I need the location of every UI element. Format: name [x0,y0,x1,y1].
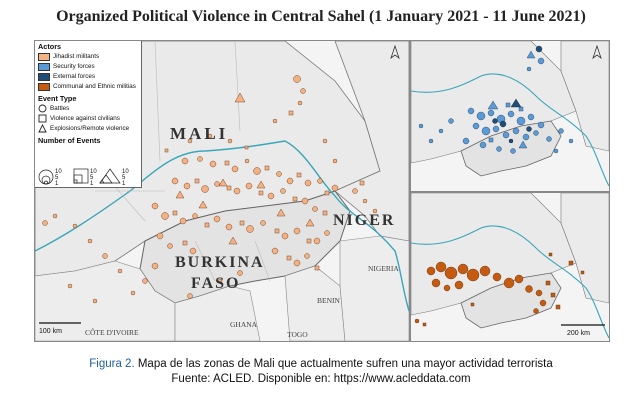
label-benin: BENIN [317,296,340,305]
legend-actor-militia: Communal and Ethnic militias [38,82,136,91]
figure-source: Fuente: ACLED. Disponible en: https://ww… [171,373,471,385]
size-label-triangle-1: 1 [122,181,126,185]
size-label-circle-10: 10 [55,169,62,175]
ghana-region [174,285,261,341]
label-faso: FASO [191,275,240,292]
scale-label-main: 100 km [39,328,62,335]
external-events [492,45,543,144]
security-events [418,50,574,154]
swatch-security [38,62,50,71]
label-niger: NIGER [333,212,395,229]
triangle-icon [38,124,47,133]
label-mali: MALI [170,124,228,143]
legend-actor-security: Security forces [38,62,95,71]
legend-actor-jihadist: Jihadist militants [38,52,99,61]
size-label-triangle-5: 5 [122,175,126,181]
nigeria-region [339,235,409,341]
size-label-square-1: 1 [90,181,94,185]
swatch-external [38,72,50,81]
legend-event-violence: Violence against civilians [38,114,120,123]
figure-caption: Figura 2. Mapa de las zonas de Mali que … [0,358,642,370]
legend-actor-label: Security forces [53,63,95,70]
legend-event-label: Violence against civilians [50,115,120,122]
label-cote: CÔTE D'IVOIRE [85,327,139,337]
niger-river [35,140,409,312]
inset-map-security[interactable] [410,40,610,192]
legend-actors-heading: Actors [38,42,62,51]
size-label-triangle-10: 10 [122,169,129,175]
size-label-square-10: 10 [90,169,97,175]
legend-event-label: Explosions/Remote violence [50,125,130,132]
size-legend: 10 5 1 10 5 1 10 5 1 [38,168,129,185]
legend-actor-external: External forces [38,72,95,81]
square-icon [38,114,47,123]
cote-region [35,260,176,341]
legend-event-explosions: Explosions/Remote violence [38,124,129,133]
label-ghana: GHANA [230,320,258,329]
jihadist-events [42,75,378,304]
label-togo: TOGO [287,330,308,339]
inset-security-canvas [411,41,609,191]
size-label-circle-1: 1 [55,181,59,185]
label-nigeria: NIGERIA [368,264,399,273]
map-title: Organized Political Violence in Central … [56,8,586,25]
label-burkina: BURKINA [175,254,265,271]
militia-events [414,252,585,327]
explosion-events [175,92,315,245]
legend-event-heading: Event Type [38,94,77,103]
circle-icon [38,104,47,113]
north-arrow-icon [592,44,602,60]
figure-label: Figura 2. [89,358,135,370]
figure-caption-text: Mapa de las zonas de Mali que actualment… [134,358,553,370]
legend-event-label: Battles [50,105,70,112]
legend-actor-label: External forces [53,73,95,80]
legend-number-heading: Number of Events [38,136,101,145]
scale-label-inset: 200 km [567,330,590,337]
inset-map-militias[interactable]: 200 km [410,192,610,342]
swatch-jihadist [38,52,50,61]
north-arrow-icon [390,44,400,60]
scale-bar-inset: 200 km [561,324,605,337]
scale-bar-main: 100 km [39,322,81,335]
size-label-circle-5: 5 [55,175,59,181]
size-label-square-5: 5 [90,175,94,181]
inset-militia-canvas: 200 km [411,193,609,341]
legend: Actors Jihadist militants Security force… [35,41,142,188]
legend-event-battles: Battles [38,104,69,113]
legend-actor-label: Jihadist militants [53,53,100,60]
swatch-militia [38,82,50,91]
legend-actor-label: Communal and Ethnic militias [53,83,136,90]
